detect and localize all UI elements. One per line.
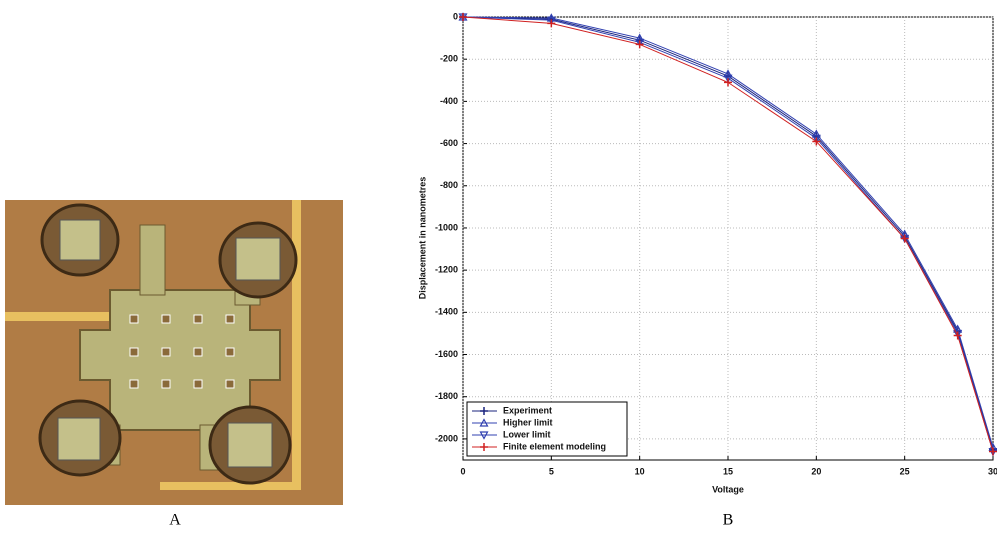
y-tick-label: -1200	[435, 265, 458, 275]
series-line	[462, 16, 994, 448]
device-photo	[5, 200, 343, 505]
x-tick-label: 15	[723, 466, 733, 476]
marker	[811, 129, 821, 138]
legend-label: Experiment	[503, 405, 552, 415]
marker	[900, 234, 909, 243]
y-tick-label: -400	[440, 96, 458, 106]
marker	[953, 331, 962, 340]
caption: A	[169, 512, 181, 529]
marker	[724, 78, 732, 87]
x-tick-label: 5	[549, 466, 554, 476]
y-tick-label: -2000	[435, 433, 458, 443]
marker	[459, 13, 467, 21]
marker	[480, 407, 488, 415]
series-line	[462, 16, 994, 452]
marker	[723, 69, 733, 78]
x-axis-label: Voltage	[712, 484, 744, 494]
marker	[547, 19, 556, 28]
y-tick-label: -1000	[435, 222, 458, 232]
marker	[812, 137, 821, 146]
series-line	[462, 16, 994, 452]
marker	[635, 40, 644, 49]
x-tick-label: 20	[811, 466, 821, 476]
y-axis-label: Displacement in nanometres	[417, 177, 427, 300]
marker	[723, 74, 733, 83]
marker	[953, 329, 963, 339]
y-tick-label: -1400	[435, 307, 458, 317]
y-tick-label: 0	[453, 11, 458, 21]
y-tick-label: -600	[440, 138, 458, 148]
legend-label: Lower limit	[503, 429, 551, 439]
caption: B	[723, 512, 734, 529]
marker	[480, 443, 488, 451]
marker	[811, 134, 821, 144]
x-tick-label: 25	[900, 466, 910, 476]
y-tick-label: -1800	[435, 391, 458, 401]
marker	[479, 418, 489, 427]
y-tick-label: -1600	[435, 349, 458, 359]
legend-label: Finite element modeling	[503, 441, 606, 451]
marker	[989, 447, 997, 456]
marker	[546, 16, 556, 25]
x-tick-label: 30	[988, 466, 997, 476]
y-tick-label: -200	[440, 54, 458, 64]
marker	[635, 38, 645, 48]
legend-label: Higher limit	[503, 417, 553, 427]
series-line	[462, 16, 994, 450]
x-tick-label: 10	[635, 466, 645, 476]
x-tick-label: 0	[460, 466, 465, 476]
marker	[479, 431, 489, 440]
y-tick-label: -800	[440, 180, 458, 190]
